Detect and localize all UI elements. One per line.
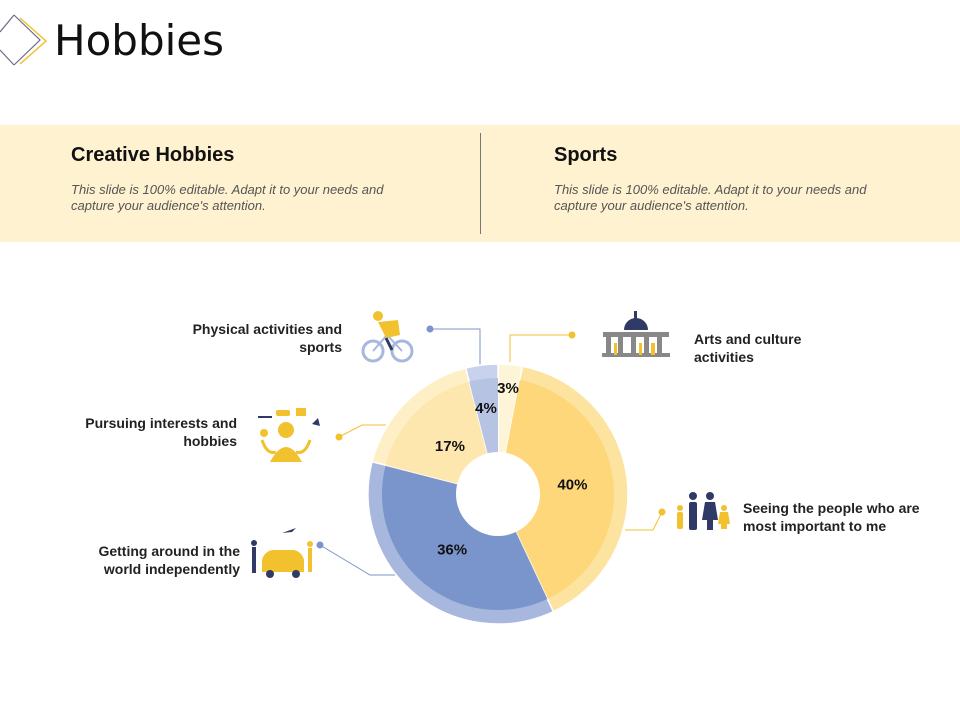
divider (480, 133, 481, 234)
leader-line-arts (509, 334, 572, 362)
section-heading: Sports (554, 144, 618, 166)
juggling-hobbies-icon (258, 408, 320, 462)
leader-line-seeing (625, 511, 663, 531)
section-text: This slide is 100% editable. Adapt it to… (71, 182, 384, 213)
leader-dot (658, 508, 666, 516)
creative-hobbies-section: Creative Hobbies This slide is 100% edit… (71, 144, 401, 214)
data-label: 4% (475, 400, 497, 417)
label-pursuing: Pursuing interests and hobbies (85, 415, 237, 449)
leader-line-pursuing (338, 424, 386, 438)
label-arts: Arts and culture activities (694, 331, 802, 365)
donut-hole (456, 452, 540, 536)
leader-line-physical (430, 328, 481, 365)
data-label: 3% (497, 380, 519, 397)
data-label: 36% (437, 541, 467, 558)
leader-dot (568, 331, 576, 339)
leader-dot (426, 325, 434, 333)
label-getting: Getting around in the world independentl… (98, 543, 240, 577)
label-physical: Physical activities and sports (192, 321, 342, 355)
leader-dot (335, 433, 343, 441)
page-title: Hobbies (54, 16, 224, 65)
cyclist-icon (361, 311, 414, 363)
data-label: 17% (435, 438, 465, 455)
data-label: 40% (557, 477, 587, 494)
capitol-building-icon (602, 311, 670, 357)
logo-icon (0, 14, 48, 66)
donut-slice (498, 380, 614, 599)
label-seeing: Seeing the people who are most important… (743, 500, 920, 534)
leader-line-getting (319, 544, 395, 576)
donut-slice (381, 465, 548, 611)
section-heading: Creative Hobbies (71, 144, 235, 166)
section-text: This slide is 100% editable. Adapt it to… (554, 182, 867, 213)
sports-section: Sports This slide is 100% editable. Adap… (554, 144, 884, 214)
family-icon (677, 492, 730, 530)
car-travel-icon (251, 528, 313, 578)
leader-dot (316, 541, 324, 549)
